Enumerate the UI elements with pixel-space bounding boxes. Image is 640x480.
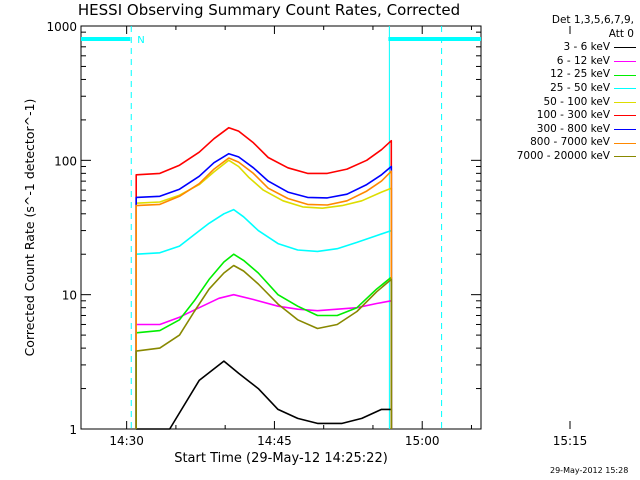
legend-entry-label: 50 - 100 keV [543, 95, 610, 108]
y-tick-label: 100 [54, 154, 77, 168]
series-line [135, 208, 393, 429]
x-tick-label: 15:00 [405, 434, 440, 448]
legend-entry-label: 6 - 12 keV [556, 54, 610, 67]
legend-entry-label: 25 - 50 keV [550, 81, 610, 94]
legend-entry-label: 7000 - 20000 keV [516, 149, 610, 162]
series-line [135, 264, 393, 429]
x-tick-label: 15:15 [553, 434, 588, 448]
legend-entry-label: 12 - 25 keV [550, 68, 610, 81]
date-stamp: 29-May-2012 15:28 [550, 466, 629, 475]
legend-entry: 3 - 6 keV [476, 41, 638, 55]
legend-swatch [614, 156, 636, 158]
chart-title: HESSI Observing Summary Count Rates, Cor… [77, 1, 461, 19]
x-axis-label: Start Time (29-May-12 14:25:22) [174, 451, 388, 466]
x-tick-label: 14:45 [257, 434, 292, 448]
attenuator-marker-label: N [137, 35, 144, 46]
x-tick-label: 14:30 [109, 434, 144, 448]
legend-entry: 800 - 7000 keV [476, 136, 638, 150]
series-line [136, 360, 393, 430]
legend-entry: 50 - 100 keV [476, 96, 638, 110]
legend-entry: 6 - 12 keV [476, 55, 638, 69]
legend-entry: 12 - 25 keV [476, 68, 638, 82]
legend-entry: 7000 - 20000 keV [476, 150, 638, 164]
legend-entry: 100 - 300 keV [476, 109, 638, 123]
legend-header-detectors: Det 1,3,5,6,7,9, [551, 14, 634, 26]
series-line [135, 159, 393, 429]
legend-entry-label: 300 - 800 keV [536, 122, 610, 135]
legend-entry-label: 100 - 300 keV [536, 109, 610, 122]
legend-entry-label: 3 - 6 keV [563, 41, 610, 54]
legend-swatch [614, 74, 636, 76]
legend-swatch [614, 88, 636, 90]
series-line [135, 253, 393, 429]
legend-header-attenuator: Att 0 [608, 27, 634, 40]
series-line [135, 126, 393, 429]
legend-swatch [614, 129, 636, 131]
series-line [135, 152, 393, 429]
series-line [135, 293, 393, 429]
legend-swatch [614, 142, 636, 144]
y-tick-label: 10 [62, 289, 77, 303]
legend-swatch [614, 61, 636, 63]
legend-entry-label: 800 - 7000 keV [530, 136, 610, 149]
y-tick-label: 1 [69, 423, 77, 437]
plot-frame [80, 25, 482, 430]
y-axis-label: Corrected Count Rate (s^-1 detector^-1) [22, 99, 37, 357]
series-line [135, 157, 393, 429]
legend: Det 1,3,5,6,7,9, Att 0 3 - 6 keV 6 - 12 k… [476, 14, 638, 164]
legend-swatch [614, 47, 636, 49]
legend-swatch [614, 101, 636, 103]
legend-entry: 25 - 50 keV [476, 82, 638, 96]
legend-entry: 300 - 800 keV [476, 123, 638, 137]
y-tick-label: 1000 [46, 20, 77, 34]
legend-swatch [614, 115, 636, 117]
